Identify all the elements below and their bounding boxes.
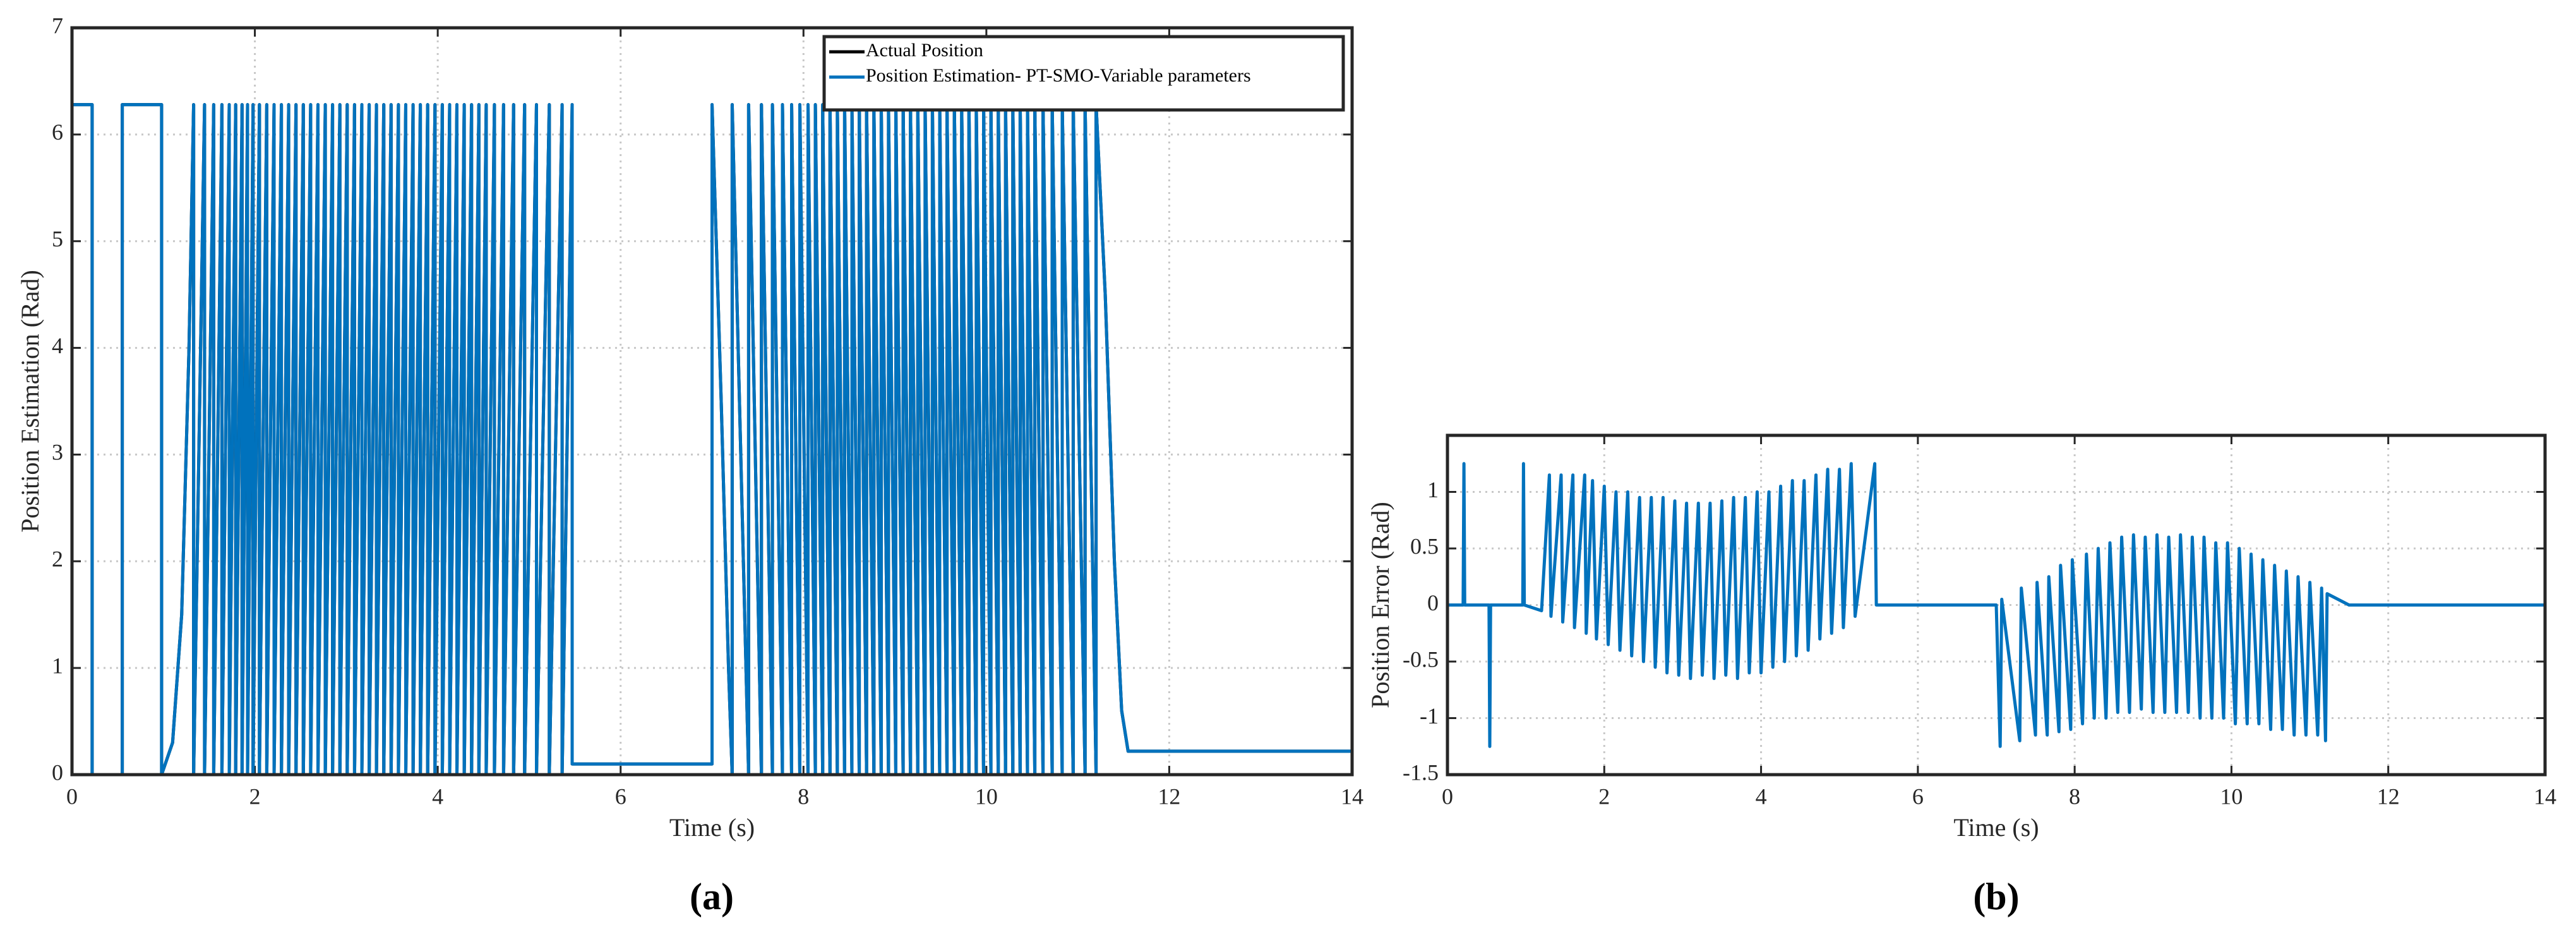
y-tick-label: -1 [1420, 703, 1439, 729]
x-tick-label: 8 [798, 784, 809, 809]
x-tick-label: 12 [2377, 784, 2400, 809]
y-tick-label: 1 [52, 653, 63, 678]
y-tick-label: 7 [52, 13, 63, 38]
subfigure-label: (a) [690, 876, 734, 917]
axes-box [1446, 433, 2547, 777]
x-tick-label: 12 [1158, 784, 1180, 809]
x-axis-label: Time (s) [669, 813, 755, 842]
x-tick-label: 2 [249, 784, 261, 809]
y-tick-label: 0 [52, 759, 63, 785]
legend-box [822, 35, 1345, 112]
x-tick-label: 6 [615, 784, 626, 809]
subfigure-label: (b) [1973, 876, 2019, 917]
legend: Actual Position Position Estimation- PT-S… [822, 35, 1345, 112]
y-tick-label: 2 [52, 547, 63, 572]
x-tick-label: 8 [2069, 784, 2080, 809]
x-tick-label: 14 [2534, 784, 2556, 809]
y-tick-label: 3 [52, 440, 63, 465]
y-axis-label: Position Estimation (Rad) [16, 270, 44, 533]
y-tick-label: 6 [52, 119, 63, 145]
x-axis-label: Time (s) [1953, 813, 2039, 842]
x-tick-label: 6 [1912, 784, 1924, 809]
y-tick-label: 0 [1427, 590, 1439, 615]
data-line [1447, 462, 2545, 748]
x-tick-label: 4 [432, 784, 443, 809]
x-tick-label: 10 [975, 784, 998, 809]
x-tick-label: 4 [1756, 784, 1767, 809]
x-tick-label: 0 [66, 784, 78, 809]
axes-box [70, 26, 1354, 777]
x-tick-label: 2 [1598, 784, 1610, 809]
y-tick-label: 4 [52, 333, 63, 358]
y-tick-label: 1 [1427, 477, 1439, 502]
x-tick-label: 0 [1442, 784, 1453, 809]
x-tick-label: 10 [2220, 784, 2243, 809]
y-tick-label: 5 [52, 226, 63, 251]
y-tick-label: -1.5 [1403, 759, 1439, 785]
y-tick-label: 0.5 [1410, 533, 1439, 559]
y-tick-label: -0.5 [1403, 646, 1439, 672]
x-tick-label: 14 [1341, 784, 1363, 809]
data-line [70, 103, 1352, 777]
legend-label: Actual Position [866, 40, 983, 61]
legend-label: Position Estimation- PT-SMO-Variable par… [866, 65, 1251, 86]
y-axis-label: Position Error (Rad) [1366, 502, 1394, 708]
